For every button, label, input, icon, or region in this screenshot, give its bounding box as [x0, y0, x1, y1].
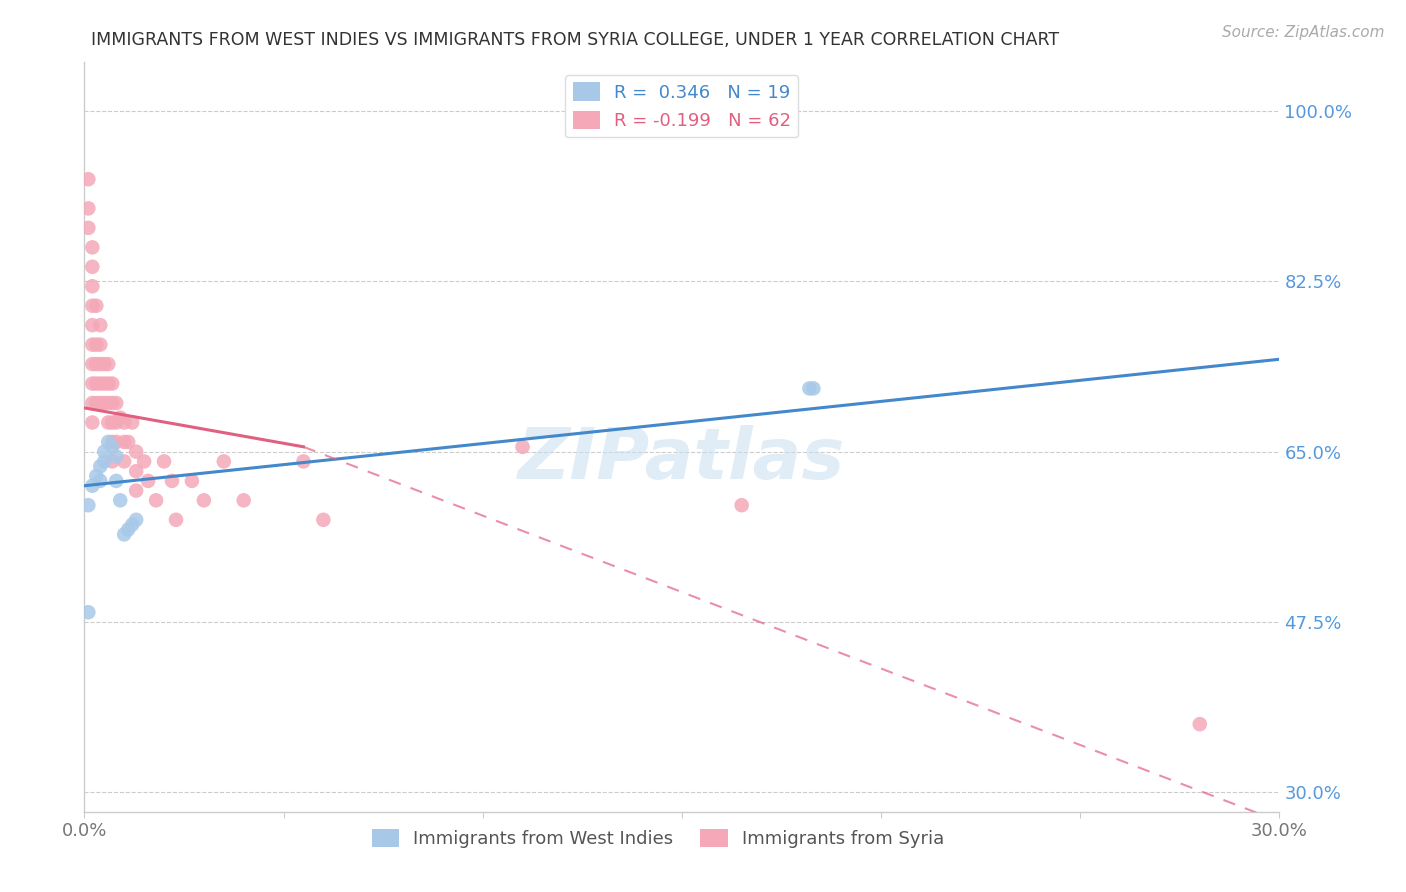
Point — [165, 513, 187, 527]
Point — [153, 454, 176, 468]
Point — [97, 357, 120, 371]
Point — [117, 434, 139, 449]
Point — [125, 513, 148, 527]
Point — [232, 493, 254, 508]
Point — [86, 469, 108, 483]
Point — [125, 464, 148, 478]
Point — [89, 376, 111, 391]
Point — [89, 396, 111, 410]
Text: ZIPatlas: ZIPatlas — [519, 425, 845, 494]
Point — [82, 318, 104, 333]
Point — [125, 444, 148, 458]
Point — [82, 299, 104, 313]
Point — [312, 513, 335, 527]
Point — [93, 444, 115, 458]
Point — [799, 381, 821, 395]
Point — [292, 454, 315, 468]
Point — [110, 410, 132, 425]
Point — [82, 396, 104, 410]
Point — [86, 396, 108, 410]
Point — [121, 517, 143, 532]
Point — [82, 416, 104, 430]
Point — [86, 337, 108, 351]
Point — [117, 523, 139, 537]
Point — [105, 416, 128, 430]
Point — [136, 474, 159, 488]
Legend: Immigrants from West Indies, Immigrants from Syria: Immigrants from West Indies, Immigrants … — [364, 822, 952, 855]
Point — [101, 434, 124, 449]
Point — [105, 474, 128, 488]
Point — [89, 459, 111, 474]
Point — [121, 416, 143, 430]
Point — [89, 474, 111, 488]
Point — [93, 376, 115, 391]
Text: IMMIGRANTS FROM WEST INDIES VS IMMIGRANTS FROM SYRIA COLLEGE, UNDER 1 YEAR CORRE: IMMIGRANTS FROM WEST INDIES VS IMMIGRANT… — [91, 31, 1060, 49]
Point — [101, 376, 124, 391]
Point — [101, 396, 124, 410]
Point — [212, 454, 235, 468]
Point — [89, 318, 111, 333]
Point — [512, 440, 534, 454]
Point — [731, 498, 754, 512]
Point — [101, 454, 124, 468]
Point — [89, 337, 111, 351]
Point — [125, 483, 148, 498]
Point — [105, 434, 128, 449]
Point — [97, 396, 120, 410]
Point — [97, 416, 120, 430]
Point — [89, 357, 111, 371]
Point — [803, 381, 825, 395]
Point — [93, 454, 115, 468]
Point — [82, 240, 104, 254]
Point — [132, 454, 156, 468]
Point — [97, 376, 120, 391]
Point — [82, 357, 104, 371]
Point — [112, 454, 135, 468]
Point — [86, 299, 108, 313]
Text: Source: ZipAtlas.com: Source: ZipAtlas.com — [1222, 25, 1385, 40]
Point — [105, 396, 128, 410]
Point — [77, 172, 100, 186]
Point — [97, 434, 120, 449]
Point — [112, 434, 135, 449]
Point — [82, 337, 104, 351]
Point — [101, 416, 124, 430]
Point — [193, 493, 215, 508]
Point — [77, 220, 100, 235]
Point — [110, 493, 132, 508]
Point — [105, 450, 128, 464]
Point — [77, 498, 100, 512]
Point — [160, 474, 183, 488]
Point — [86, 376, 108, 391]
Point — [82, 260, 104, 274]
Point — [112, 416, 135, 430]
Point — [82, 479, 104, 493]
Point — [101, 440, 124, 454]
Point — [77, 202, 100, 216]
Point — [145, 493, 167, 508]
Point — [93, 396, 115, 410]
Point — [93, 357, 115, 371]
Point — [86, 357, 108, 371]
Point — [181, 474, 204, 488]
Point — [77, 605, 100, 619]
Point — [82, 376, 104, 391]
Point — [112, 527, 135, 541]
Point — [1188, 717, 1211, 731]
Point — [82, 279, 104, 293]
